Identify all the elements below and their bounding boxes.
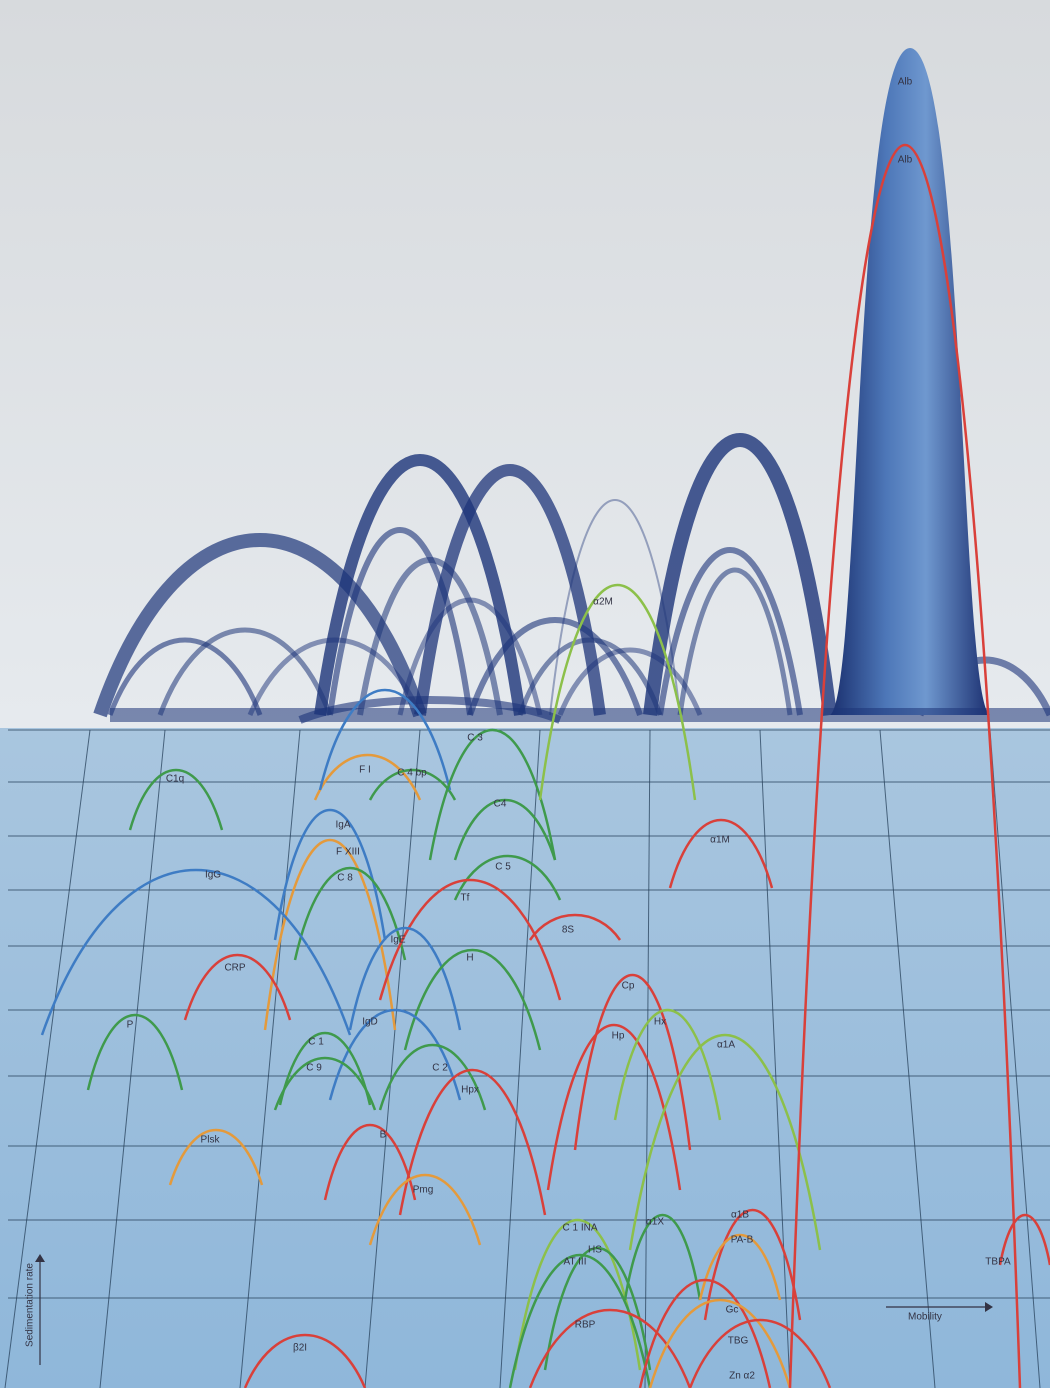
protein-label: C4 xyxy=(494,799,507,810)
protein-label: H xyxy=(466,953,473,964)
protein-label: Gc xyxy=(726,1305,739,1316)
protein-label: F I xyxy=(359,765,371,776)
protein-label: IgA xyxy=(335,820,350,831)
floor xyxy=(0,728,1050,1388)
protein-label: TBG xyxy=(728,1336,749,1347)
protein-label: Alb xyxy=(898,77,913,88)
protein-label: C 2 xyxy=(432,1063,448,1074)
protein-label: 8S xyxy=(562,925,575,936)
protein-label: Tf xyxy=(461,893,470,904)
protein-label: α1A xyxy=(717,1040,735,1051)
protein-label: Alb xyxy=(898,155,913,166)
protein-label: α1X xyxy=(646,1217,664,1228)
protein-label: C 8 xyxy=(337,873,353,884)
protein-label: Pmg xyxy=(413,1185,434,1196)
protein-label: HS xyxy=(588,1245,602,1256)
protein-label: C 3 xyxy=(467,733,483,744)
protein-label: α2M xyxy=(593,597,613,608)
protein-label: P xyxy=(127,1020,134,1031)
protein-label: Hpx xyxy=(461,1085,479,1096)
protein-label: B xyxy=(380,1130,387,1141)
protein-label: α1M xyxy=(710,835,730,846)
protein-label: F XIII xyxy=(336,847,360,858)
protein-label: C 1 INA xyxy=(562,1223,597,1234)
protein-label: C1q xyxy=(166,774,184,785)
illustration: Alb Alb α2M C 3 F I C 4 bp C1q C4 IgA α1M F XIII C … xyxy=(0,0,1050,1388)
protein-label: β2I xyxy=(293,1343,307,1354)
protein-label: Plsk xyxy=(201,1135,221,1146)
protein-label: IgG xyxy=(205,870,221,881)
y-axis-label: Sedimentation rate xyxy=(25,1263,36,1347)
protein-label: IgD xyxy=(362,1017,378,1028)
page: Alb Alb α2M C 3 F I C 4 bp C1q C4 IgA α1M F XIII C … xyxy=(0,0,1050,1388)
protein-label: C 5 xyxy=(495,862,511,873)
baseline xyxy=(110,708,1050,722)
protein-label: C 4 bp xyxy=(397,768,427,779)
protein-label: Cp xyxy=(622,981,635,992)
protein-label: C 1 xyxy=(308,1037,324,1048)
protein-label: PA-B xyxy=(731,1235,754,1246)
protein-label: C 9 xyxy=(306,1063,322,1074)
protein-label: RBP xyxy=(575,1320,596,1331)
protein-label: Hx xyxy=(654,1017,666,1028)
protein-label: CRP xyxy=(224,963,245,974)
protein-label: Hp xyxy=(612,1031,625,1042)
protein-label: AT III xyxy=(564,1257,587,1268)
protein-label: Zn α2 xyxy=(729,1371,755,1382)
protein-label: α1B xyxy=(731,1210,749,1221)
x-axis-label: Mobility xyxy=(908,1312,942,1323)
protein-label: IgE xyxy=(390,935,405,946)
protein-label: TBPA xyxy=(985,1257,1011,1268)
